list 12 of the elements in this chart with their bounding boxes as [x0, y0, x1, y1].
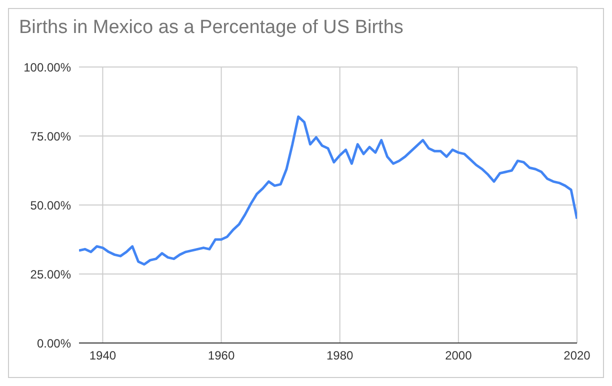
y-tick-label: 100.00% [24, 60, 72, 74]
y-tick-label: 75.00% [30, 129, 72, 144]
y-tick-label: 25.00% [30, 267, 72, 282]
x-tick-label: 2000 [445, 348, 472, 363]
y-tick-label: 50.00% [30, 198, 72, 212]
y-tick-label: 0.00% [36, 336, 72, 350]
line-series [79, 115, 577, 266]
x-tick-label: 1940 [89, 348, 116, 363]
chart-title: Births in Mexico as a Percentage of US Births [19, 17, 404, 39]
x-tick-label: 1960 [208, 348, 235, 363]
x-tick-label: 2020 [564, 348, 591, 363]
x-tick-label: 1980 [326, 348, 354, 363]
